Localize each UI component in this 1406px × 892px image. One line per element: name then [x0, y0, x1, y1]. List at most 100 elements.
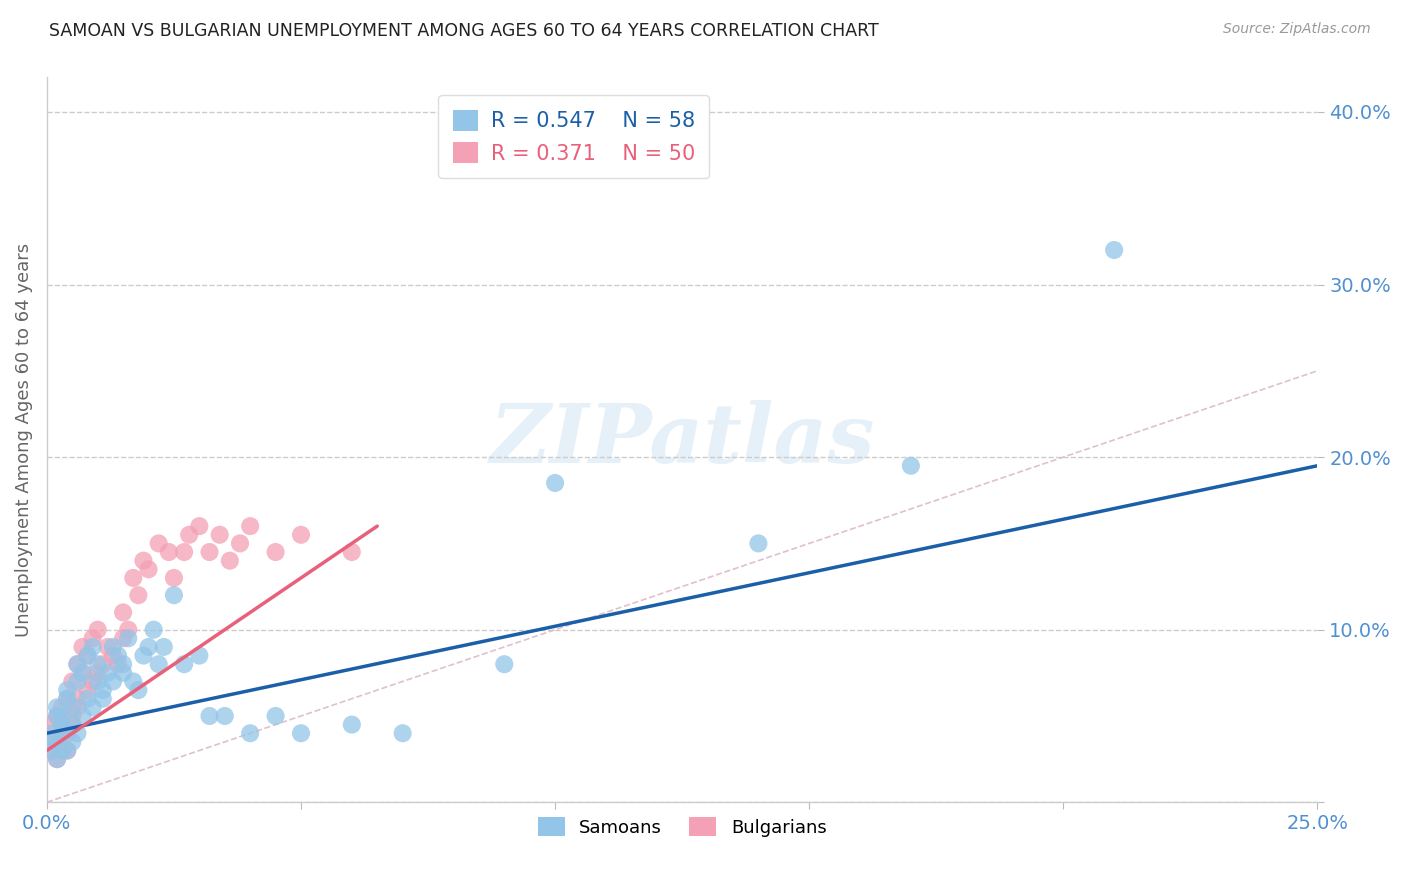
- Point: [290, 726, 312, 740]
- Point: [66, 657, 89, 672]
- Point: [72, 640, 94, 654]
- Point: [72, 709, 94, 723]
- Point: [56, 743, 79, 757]
- Point: [56, 743, 79, 757]
- Point: [82, 632, 104, 646]
- Point: [51, 726, 73, 740]
- Point: [51, 743, 73, 757]
- Point: [101, 648, 124, 663]
- Point: [173, 657, 195, 672]
- Point: [86, 665, 108, 680]
- Y-axis label: Unemployment Among Ages 60 to 64 years: Unemployment Among Ages 60 to 64 years: [15, 243, 32, 637]
- Point: [163, 588, 186, 602]
- Point: [72, 665, 94, 680]
- Point: [198, 709, 221, 723]
- Point: [51, 717, 73, 731]
- Point: [97, 665, 120, 680]
- Point: [142, 623, 165, 637]
- Text: Source: ZipAtlas.com: Source: ZipAtlas.com: [1223, 22, 1371, 37]
- Point: [1102, 243, 1125, 257]
- Point: [46, 709, 69, 723]
- Point: [107, 648, 129, 663]
- Point: [46, 752, 69, 766]
- Point: [97, 640, 120, 654]
- Point: [76, 691, 98, 706]
- Point: [900, 458, 922, 473]
- Text: ZIPatlas: ZIPatlas: [489, 400, 875, 480]
- Point: [112, 657, 135, 672]
- Point: [188, 648, 211, 663]
- Point: [51, 700, 73, 714]
- Point: [239, 726, 262, 740]
- Point: [41, 735, 63, 749]
- Point: [60, 709, 83, 723]
- Point: [76, 648, 98, 663]
- Point: [51, 726, 73, 740]
- Point: [56, 691, 79, 706]
- Point: [101, 674, 124, 689]
- Point: [56, 683, 79, 698]
- Point: [86, 657, 108, 672]
- Point: [76, 683, 98, 698]
- Point: [127, 683, 149, 698]
- Point: [747, 536, 769, 550]
- Point: [544, 475, 567, 490]
- Point: [188, 519, 211, 533]
- Point: [82, 640, 104, 654]
- Point: [66, 700, 89, 714]
- Point: [132, 554, 155, 568]
- Point: [82, 700, 104, 714]
- Point: [86, 623, 108, 637]
- Point: [112, 665, 135, 680]
- Point: [127, 588, 149, 602]
- Point: [46, 752, 69, 766]
- Point: [122, 674, 145, 689]
- Point: [340, 545, 363, 559]
- Point: [41, 726, 63, 740]
- Point: [208, 528, 231, 542]
- Point: [66, 657, 89, 672]
- Point: [132, 648, 155, 663]
- Point: [46, 700, 69, 714]
- Point: [60, 735, 83, 749]
- Point: [41, 743, 63, 757]
- Point: [214, 709, 236, 723]
- Point: [290, 528, 312, 542]
- Point: [264, 545, 287, 559]
- Point: [60, 717, 83, 731]
- Point: [60, 717, 83, 731]
- Point: [198, 545, 221, 559]
- Point: [117, 623, 139, 637]
- Point: [163, 571, 186, 585]
- Point: [117, 632, 139, 646]
- Point: [112, 606, 135, 620]
- Point: [494, 657, 516, 672]
- Point: [91, 683, 114, 698]
- Point: [60, 674, 83, 689]
- Point: [148, 657, 170, 672]
- Point: [91, 657, 114, 672]
- Point: [46, 709, 69, 723]
- Point: [66, 674, 89, 689]
- Point: [51, 709, 73, 723]
- Point: [82, 674, 104, 689]
- Text: SAMOAN VS BULGARIAN UNEMPLOYMENT AMONG AGES 60 TO 64 YEARS CORRELATION CHART: SAMOAN VS BULGARIAN UNEMPLOYMENT AMONG A…: [49, 22, 879, 40]
- Point: [56, 691, 79, 706]
- Point: [91, 691, 114, 706]
- Point: [218, 554, 240, 568]
- Point: [76, 648, 98, 663]
- Point: [122, 571, 145, 585]
- Point: [152, 640, 174, 654]
- Point: [41, 743, 63, 757]
- Point: [51, 743, 73, 757]
- Point: [107, 657, 129, 672]
- Point: [66, 691, 89, 706]
- Point: [66, 726, 89, 740]
- Point: [101, 640, 124, 654]
- Point: [86, 674, 108, 689]
- Point: [229, 536, 252, 550]
- Point: [138, 562, 160, 576]
- Point: [72, 665, 94, 680]
- Point: [179, 528, 201, 542]
- Point: [264, 709, 287, 723]
